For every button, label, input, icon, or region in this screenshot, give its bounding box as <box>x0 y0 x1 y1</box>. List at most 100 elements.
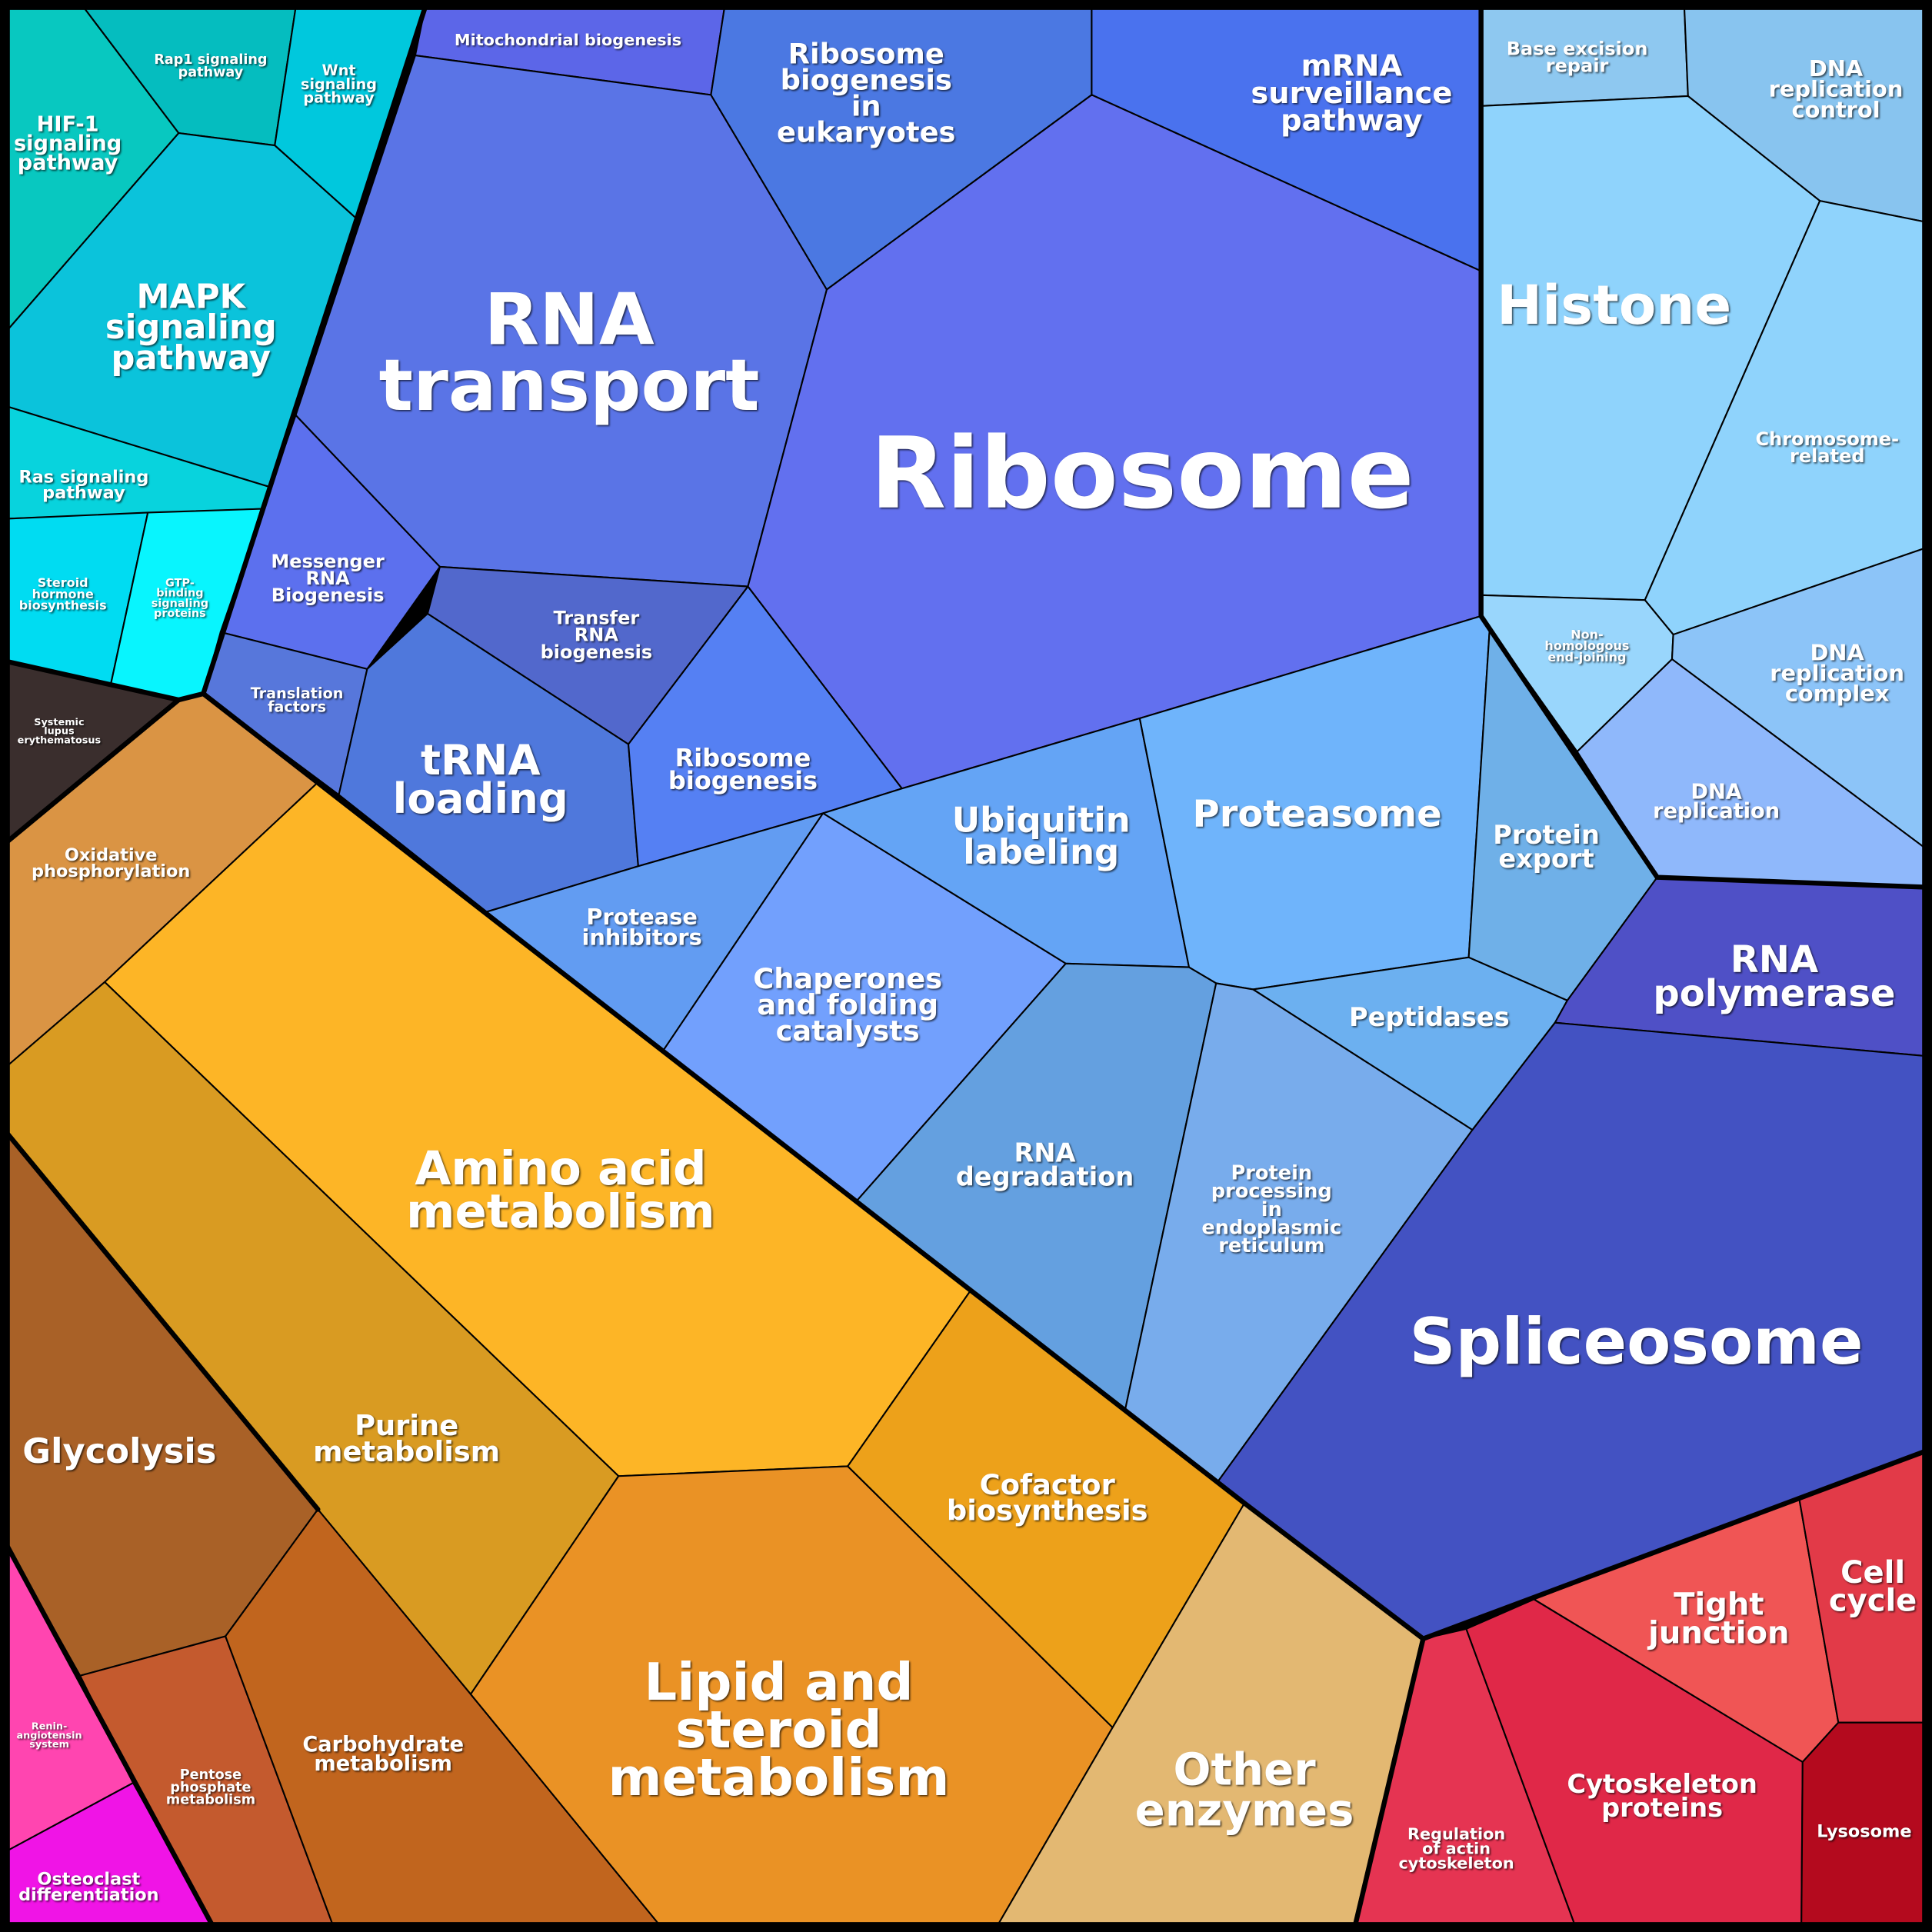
label-line: metabolism <box>608 1747 950 1807</box>
label-ribosome-biogenesis-in-eukaryotes: Ribosome biogenesis in eukaryotes <box>777 38 956 149</box>
label-dna-replication: DNA replication <box>1653 781 1780 824</box>
label-cytoskeleton-proteins: Cytoskeleton proteins <box>1567 1769 1757 1823</box>
label-line: Chromosome- <box>1755 428 1899 450</box>
label-line: of actin <box>1422 1840 1491 1858</box>
label-line: enzymes <box>1135 1784 1354 1836</box>
label-oxidative-phosphorylation: Oxidative phosphorylation <box>32 845 190 881</box>
label-line: Cell <box>1840 1555 1905 1591</box>
label-dna-replication-complex: DNA replication complex <box>1770 640 1904 707</box>
label-line: loading <box>393 774 568 823</box>
label-line: phosphorylation <box>32 861 190 881</box>
label-line: and folding <box>757 988 938 1021</box>
group-border <box>5 1131 321 1512</box>
label-line: DNA <box>1809 55 1864 82</box>
label-line: differentiation <box>18 1885 159 1905</box>
label-line: pathway <box>303 89 375 107</box>
label-translation-factors: Translation factors <box>251 685 344 716</box>
label-rna-transport: RNA transport <box>379 278 760 426</box>
label-line: Protease <box>586 904 698 930</box>
label-ubiquitin-labeling: Ubiquitin labeling <box>952 800 1131 872</box>
label-line: metabolism <box>406 1184 715 1239</box>
label-line: biogenesis <box>541 641 653 663</box>
label-line: complex <box>1785 681 1890 707</box>
label-proteasome: Proteasome <box>1193 793 1442 836</box>
label-line: binding <box>156 588 203 600</box>
label-line: export <box>1498 844 1594 874</box>
label-line: signaling <box>152 598 208 610</box>
label-line: pathway <box>18 152 118 175</box>
label-systemic-lupus-erythematosus: Systemic lupus erythematosus <box>18 717 102 747</box>
label-line: signaling <box>301 75 377 93</box>
label-line: metabolism <box>314 1752 452 1776</box>
label-line: Proteasome <box>1193 793 1442 836</box>
label-line: Wnt <box>322 62 356 79</box>
label-line: Purine <box>355 1409 458 1442</box>
label-wnt-signaling-pathway: Wnt signaling pathway <box>301 62 377 106</box>
label-chaperones-and-folding-catalysts: Chaperones and folding catalysts <box>753 962 942 1048</box>
label-line: transport <box>379 344 760 427</box>
label-line: pathway <box>42 483 125 503</box>
label-line: Translation <box>251 685 344 702</box>
label-other-enzymes: Other enzymes <box>1135 1743 1354 1836</box>
label-line: Glycolysis <box>22 1431 216 1471</box>
group-border <box>1353 1636 1426 1927</box>
label-line: GTP- <box>165 577 195 589</box>
label-line: Ras signaling <box>18 467 148 487</box>
group-border <box>201 5 1927 1641</box>
label-non-homologous-end-joining: Non-homologous end-joining <box>1544 627 1629 664</box>
label-mapk-signaling-pathway: MAPK signaling pathway <box>105 278 277 378</box>
label-line: catalysts <box>776 1014 920 1048</box>
label-line: signaling <box>14 132 122 156</box>
label-line: degradation <box>956 1162 1134 1192</box>
label-line: biogenesis <box>668 766 818 795</box>
label-line: endoplasmic <box>1201 1216 1341 1239</box>
label-rna-degradation: RNA degradation <box>956 1138 1134 1192</box>
label-trna-loading: tRNA loading <box>393 735 568 823</box>
label-line: Steroid <box>38 575 88 590</box>
label-amino-acid-metabolism: Amino acid metabolism <box>406 1141 715 1239</box>
label-line: Histone <box>1497 274 1731 337</box>
label-line: Pentose <box>180 1767 242 1783</box>
label-line: proteins <box>1601 1793 1723 1823</box>
label-line: Osteoclast <box>37 1869 140 1889</box>
label-line: end-joining <box>1547 650 1626 665</box>
label-carbohydrate-metabolism: Carbohydrate metabolism <box>302 1733 464 1776</box>
label-line: lupus <box>44 726 75 738</box>
label-line: proteins <box>154 608 206 620</box>
label-line: RNA <box>1014 1138 1075 1168</box>
label-protease-inhibitors: Protease inhibitors <box>582 904 702 951</box>
label-line: Spliceosome <box>1410 1304 1864 1379</box>
label-line: MAPK <box>136 278 246 316</box>
label-ribosome: Ribosome <box>870 417 1414 531</box>
label-line: replication <box>1653 800 1780 824</box>
label-line: biosynthesis <box>19 598 107 613</box>
label-line: junction <box>1647 1615 1789 1651</box>
label-cell-cycle: Cell cycle <box>1829 1555 1917 1619</box>
label-regulation-of-actin-cytoskeleton: Regulation of actin cytoskeleton <box>1398 1824 1514 1872</box>
label-line: Other <box>1173 1743 1316 1795</box>
label-line: RNA <box>485 278 655 361</box>
label-purine-metabolism: Purine metabolism <box>313 1409 500 1468</box>
group-border <box>5 5 1927 1927</box>
group-border <box>5 1544 215 1927</box>
label-line: signaling <box>105 308 277 347</box>
label-cofactor-biosynthesis: Cofactor biosynthesis <box>947 1468 1148 1527</box>
label-line: Lipid and <box>644 1652 913 1712</box>
group-border <box>1478 5 1927 890</box>
label-mitochondrial-biogenesis: Mitochondrial biogenesis <box>455 31 681 49</box>
label-line: replication <box>1770 660 1904 686</box>
label-base-excision-repair: Base excision repair <box>1507 38 1648 76</box>
label-messenger-rna-biogenesis: Messenger RNA Biogenesis <box>271 551 385 606</box>
label-line: Renin- <box>32 1720 67 1732</box>
label-rap1-signaling-pathway: Rap1 signaling pathway <box>154 52 267 80</box>
label-line: Messenger <box>271 551 385 572</box>
label-gtp-binding-signaling-proteins: GTP-binding signaling proteins <box>152 577 208 620</box>
group-border <box>5 697 182 844</box>
label-transfer-rna-biogenesis: Transfer RNA biogenesis <box>541 608 653 663</box>
label-line: labeling <box>963 831 1119 872</box>
label-hif-1-signaling-pathway: HIF-1 signaling pathway <box>14 113 122 175</box>
label-line: cytoskeleton <box>1398 1854 1514 1873</box>
label-peptidases: Peptidases <box>1349 1002 1510 1032</box>
label-line: processing <box>1211 1180 1332 1203</box>
